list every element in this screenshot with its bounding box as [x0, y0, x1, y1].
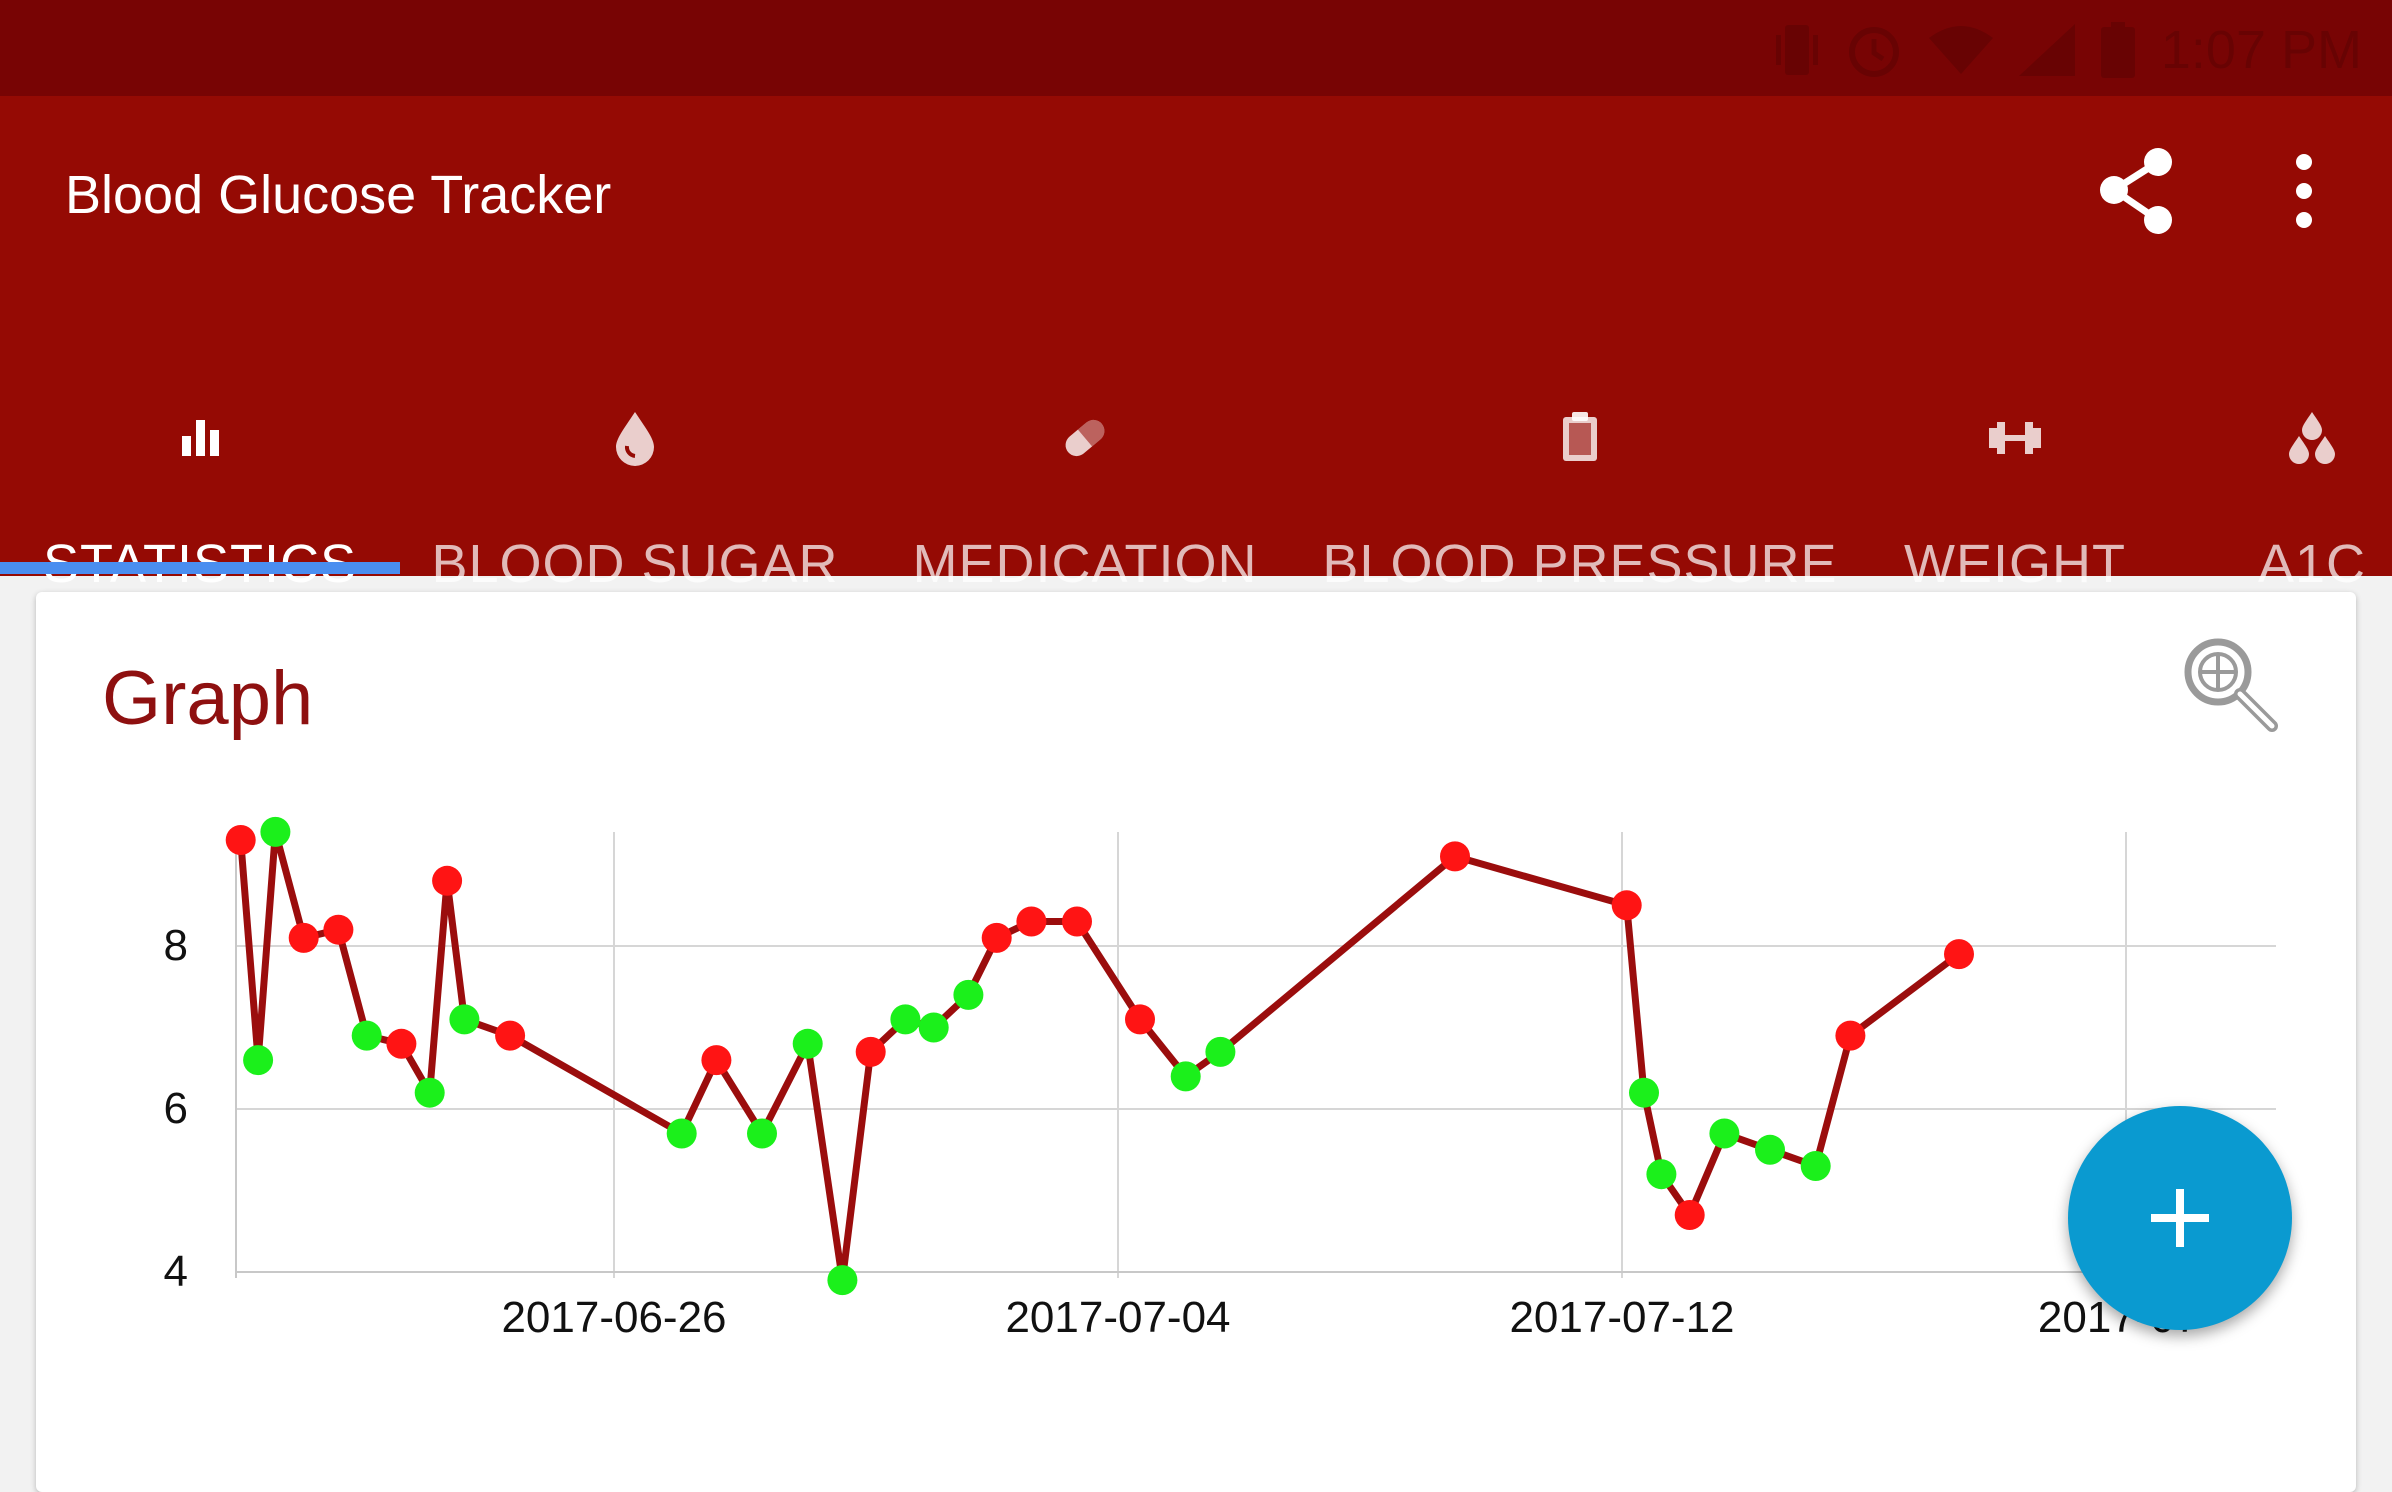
data-point	[432, 865, 463, 896]
status-icons: 1:07 PM	[1775, 20, 2362, 80]
data-point	[1674, 1200, 1705, 1230]
chart-points	[225, 816, 1974, 1296]
tab-indicator	[0, 562, 400, 574]
tab-blood-sugar[interactable]: BLOOD SUGAR	[400, 326, 870, 594]
data-point	[288, 922, 319, 953]
alarm-icon	[1848, 27, 1899, 77]
data-point	[1611, 890, 1642, 921]
data-point	[243, 1045, 274, 1076]
wifi-icon	[1928, 26, 1993, 74]
data-point	[1755, 1134, 1785, 1165]
data-point	[260, 816, 291, 847]
clipboard-icon	[1563, 412, 1597, 461]
data-point	[1800, 1151, 1831, 1181]
data-point	[225, 825, 256, 855]
bar-chart-icon	[182, 420, 219, 456]
dumbbell-icon	[1989, 422, 2041, 454]
tab-label: MEDICATION	[912, 534, 1258, 594]
tab-statistics[interactable]: STATISTICS	[0, 326, 400, 594]
data-point	[386, 1028, 417, 1059]
drops-icon	[2289, 412, 2335, 464]
data-point	[981, 922, 1012, 953]
more-vert-icon[interactable]	[2280, 146, 2328, 236]
zoom-icon[interactable]	[2176, 630, 2286, 740]
data-point	[1205, 1036, 1236, 1067]
share-icon[interactable]	[2096, 146, 2178, 236]
app-bar: Blood Glucose Tracker STATISTICS BLOOD S…	[0, 96, 2392, 594]
status-time: 1:07 PM	[2160, 20, 2362, 80]
tab-medication[interactable]: MEDICATION	[870, 326, 1290, 594]
pill-icon	[1065, 419, 1105, 457]
data-point	[1835, 1020, 1866, 1051]
data-point	[1709, 1118, 1740, 1149]
data-point	[1062, 906, 1092, 937]
x-tick-label: 2017-06-26	[501, 1293, 726, 1342]
data-point	[351, 1020, 382, 1051]
data-point	[918, 1012, 949, 1043]
status-bar: 1:07 PM	[0, 0, 2392, 96]
card-title: Graph	[102, 656, 314, 741]
data-point	[1944, 939, 1974, 970]
data-point	[1629, 1077, 1659, 1108]
data-point	[1016, 906, 1047, 937]
data-point	[792, 1028, 823, 1059]
tab-weight[interactable]: WEIGHT	[1860, 326, 2160, 594]
data-point	[414, 1077, 445, 1108]
tab-label: WEIGHT	[1904, 534, 2126, 594]
battery-icon	[2100, 22, 2135, 78]
signal-icon	[2018, 24, 2075, 76]
graph-card: Graph 4 6 8 2017-06-26 2017-07-04 2017-07-12 2…	[36, 592, 2356, 1492]
tab-label: BLOOD SUGAR	[431, 534, 839, 594]
tab-label: BLOOD PRESSURE	[1322, 534, 1838, 594]
x-tick-label: 2017-07-04	[1005, 1293, 1230, 1342]
x-tick-label: 2017-07-12	[1509, 1293, 1734, 1342]
tab-label: A1C	[2257, 534, 2367, 594]
data-point	[1170, 1061, 1201, 1092]
data-point	[1646, 1159, 1677, 1190]
y-tick-label: 4	[164, 1247, 188, 1296]
y-tick-label: 6	[164, 1084, 188, 1133]
vibrate-icon	[1775, 25, 1818, 75]
data-point	[323, 914, 354, 945]
data-point	[495, 1020, 526, 1051]
data-point	[827, 1265, 858, 1296]
data-point	[666, 1118, 697, 1149]
data-point	[855, 1036, 886, 1067]
tab-a1c[interactable]: A1C	[2160, 326, 2392, 594]
chart-grid	[235, 832, 2276, 1278]
data-point	[953, 979, 984, 1010]
y-tick-label: 8	[164, 921, 188, 970]
plus-icon	[2151, 1189, 2209, 1247]
app-title: Blood Glucose Tracker	[65, 165, 612, 225]
tab-blood-pressure[interactable]: BLOOD PRESSURE	[1290, 326, 1860, 594]
blood-drop-icon	[616, 412, 654, 466]
data-point	[890, 1004, 921, 1035]
data-point	[747, 1118, 777, 1149]
tab-bar: STATISTICS BLOOD SUGAR MEDICATION	[0, 326, 2392, 594]
add-entry-button[interactable]	[2068, 1106, 2292, 1330]
data-point	[701, 1045, 732, 1076]
data-point	[1440, 841, 1470, 872]
data-point	[1125, 1004, 1155, 1035]
data-point	[449, 1004, 480, 1035]
